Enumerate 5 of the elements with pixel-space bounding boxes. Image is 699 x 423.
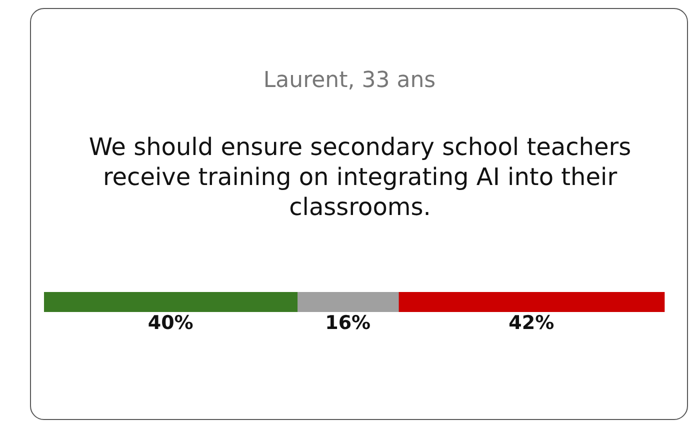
chart-subtitle: Laurent, 33 ans — [262, 68, 437, 93]
data-label: 42% — [508, 312, 554, 334]
data-label: 16% — [325, 312, 371, 334]
data-label: 40% — [148, 312, 194, 334]
chart-title: We should ensure secondary school teachers receive training on integrating AI into their classrooms. — [88, 132, 632, 222]
